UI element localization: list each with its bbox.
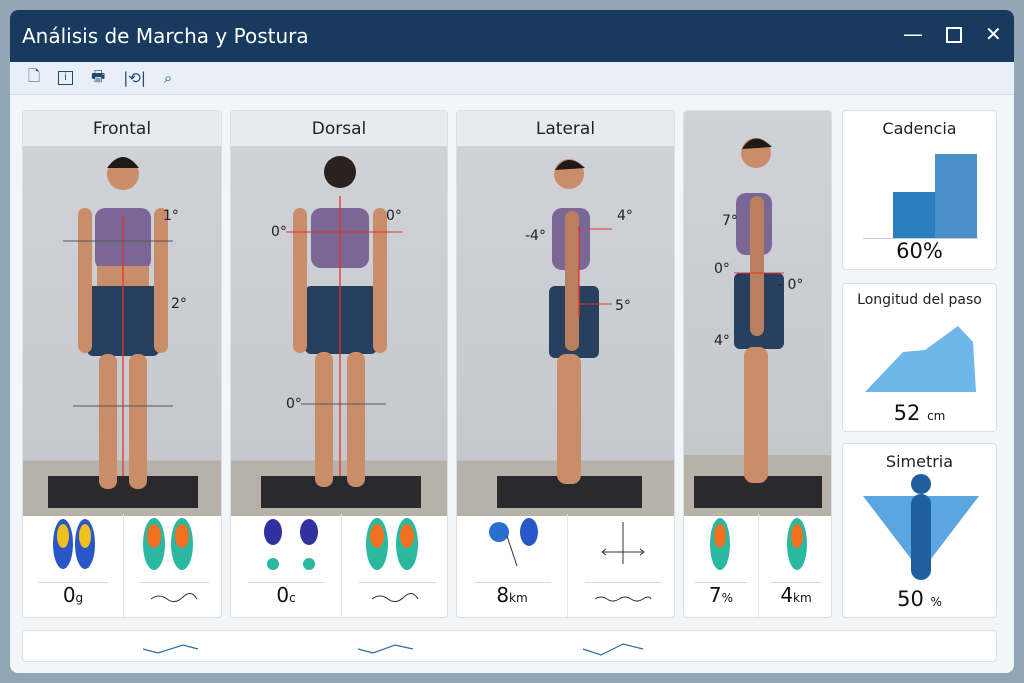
angle-label: 1° (163, 208, 179, 224)
pressure-map-cell: 4km (759, 514, 831, 617)
title-bar: Análisis de Marcha y Postura (10, 10, 1014, 62)
longitud-value: 52 cm (893, 401, 946, 425)
view-title: Frontal (23, 111, 221, 146)
card-title: Cadencia (882, 119, 957, 138)
angle-label: 0° (714, 261, 730, 277)
foot-pressure-icon (53, 519, 95, 569)
pressure-map-cell: 8km (457, 514, 568, 617)
foot-pressure-icon (710, 518, 730, 570)
angle-label: 7° (722, 213, 738, 229)
gait-timeline (22, 630, 997, 662)
cadencia-bar (893, 191, 935, 238)
profile-photo: 7° 0° - 0° 4° (684, 111, 831, 516)
person-figure-profile (694, 138, 822, 508)
cadencia-value: 60% (896, 239, 943, 263)
gait-wave-icon (594, 596, 652, 602)
angle-label: 0° (271, 224, 287, 240)
info-icon[interactable]: i (58, 71, 74, 85)
foot-pressure-icon (366, 518, 418, 570)
pressure-map-cell (124, 514, 221, 617)
view-panel-profile: 7° 0° - 0° 4° 7% 4km (683, 110, 832, 618)
symmetry-icon (863, 474, 979, 580)
foot-pressure-icon (489, 518, 538, 567)
metric-value: 8km (496, 583, 528, 607)
metric-value: 4km (780, 583, 812, 607)
cadencia-bar (935, 154, 977, 238)
person-figure-front (48, 157, 198, 508)
print-icon[interactable]: 🖶 (91, 66, 106, 85)
angle-label: 4° (617, 208, 633, 224)
metric-value: 0c (276, 583, 296, 607)
direction-arrows-icon (601, 522, 645, 564)
gait-wave-icon (371, 593, 419, 603)
view-panel-lateral: Lateral -4° 4° 5° 8km (456, 110, 675, 618)
gait-timeline-chart (48, 643, 644, 656)
angle-label: - 0° (778, 277, 804, 293)
step-length-area-chart (865, 326, 976, 392)
angle-label: 0° (286, 396, 302, 412)
dorsal-photo: 0° 0° 0° (231, 146, 447, 516)
pressure-map-cell (342, 514, 447, 617)
undo-icon[interactable]: |⟲| (123, 69, 146, 87)
card-title: Simetria (885, 452, 954, 471)
pressure-map-cell (568, 514, 674, 617)
foot-pressure-icon (264, 519, 318, 570)
view-title: Dorsal (231, 111, 447, 146)
view-title: Lateral (457, 111, 674, 146)
simetria-card: Simetria 50 % (842, 443, 997, 618)
maximize-icon[interactable] (946, 27, 962, 43)
person-figure-back (261, 156, 421, 508)
close-icon[interactable]: ✕ (985, 22, 1002, 46)
window-title: Análisis de Marcha y Postura (22, 24, 309, 48)
metric-value: 0g (62, 583, 84, 607)
card-title: Longitud del paso (857, 292, 982, 308)
lateral-photo: -4° 4° 5° (457, 146, 674, 516)
frontal-photo: 1° 2° (23, 146, 221, 516)
pressure-map-cell: 0g (23, 514, 124, 617)
foot-pressure-icon (143, 518, 193, 570)
angle-label: -4° (525, 228, 546, 244)
angle-label: 0° (386, 208, 402, 224)
new-document-icon[interactable]: 🗋 (28, 66, 41, 85)
longitud-card: Longitud del paso 52 cm (842, 283, 997, 432)
toolbar: 🗋 i 🖶 |⟲| ⌕ (10, 62, 1014, 95)
minimize-icon[interactable]: — (903, 22, 923, 46)
angle-label: 5° (615, 298, 631, 314)
cadencia-card: Cadencia 60% (842, 110, 997, 270)
simetria-value: 50 % (897, 587, 942, 611)
view-panel-frontal: Frontal 1° 2° 0g (22, 110, 222, 618)
search-icon[interactable]: ⌕ (163, 69, 173, 87)
person-figure-side (497, 159, 642, 508)
pressure-map-cell: 7% (684, 514, 759, 617)
cadencia-bars (863, 153, 978, 239)
view-panel-dorsal: Dorsal 0° 0° 0° 0c (230, 110, 448, 618)
metric-value: 7% (708, 583, 734, 607)
gait-wave-icon (150, 593, 198, 603)
angle-label: 2° (171, 296, 187, 312)
pressure-map-cell: 0c (231, 514, 342, 617)
foot-pressure-icon (787, 518, 807, 570)
angle-label: 4° (714, 333, 730, 349)
app-window: Análisis de Marcha y Postura — ✕ 🗋 i 🖶 |… (10, 10, 1014, 673)
